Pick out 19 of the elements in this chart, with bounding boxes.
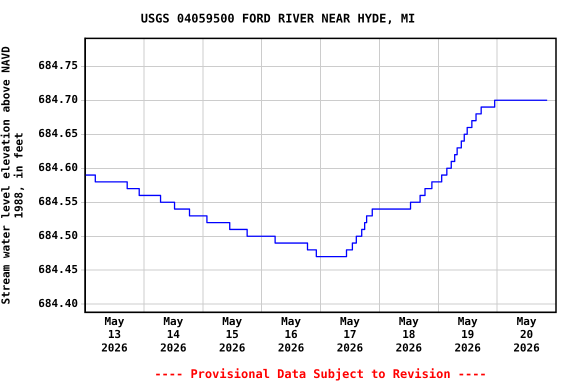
y-axis-title: Stream water level elevation above NAVD 1988, in feet xyxy=(0,46,26,305)
y-tick-label: 684.50 xyxy=(38,229,78,242)
x-tick-label: May 18 2026 xyxy=(396,314,422,354)
text: ---- Provisional Data Subject to Revision ---- xyxy=(154,367,487,382)
y-tick-label: 684.75 xyxy=(38,59,78,72)
x-tick-label: May 14 2026 xyxy=(160,314,187,354)
y-tick-label: 684.40 xyxy=(38,297,78,310)
x-tick-label: May 16 2026 xyxy=(278,314,305,354)
x-tick-label: May 19 2026 xyxy=(454,314,482,354)
y-tick-label: 684.70 xyxy=(38,93,78,106)
y-tick-label: 684.55 xyxy=(38,195,78,208)
y-tick-label: 684.45 xyxy=(38,263,78,276)
y-tick-label: 684.60 xyxy=(38,161,78,174)
x-tick-label: May 17 2026 xyxy=(336,314,364,354)
x-tick-label: May 13 2026 xyxy=(101,314,128,354)
x-tick-label: May 20 2026 xyxy=(513,314,540,354)
y-tick-label: 684.65 xyxy=(38,127,78,140)
chart-title: USGS 04059500 FORD RIVER NEAR HYDE, MI xyxy=(140,11,416,26)
x-tick-label: May 15 2026 xyxy=(218,314,246,354)
